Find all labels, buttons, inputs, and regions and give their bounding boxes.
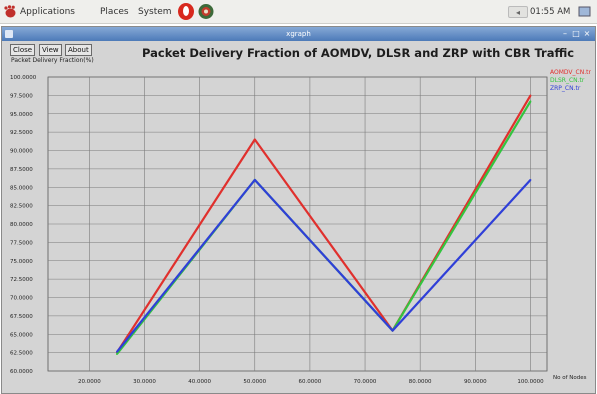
window-title: xgraph [286, 30, 311, 38]
y-tick-label: 65.0000 [10, 332, 33, 338]
foot-icon[interactable] [3, 5, 18, 18]
y-tick-label: 67.5000 [10, 314, 33, 320]
data-point [529, 100, 532, 103]
view-button[interactable]: View [39, 44, 62, 56]
close-button[interactable]: Close [10, 44, 36, 56]
x-tick-label: 100.0000 [517, 379, 544, 385]
data-point [253, 138, 256, 141]
x-tick-label: 50.0000 [243, 379, 266, 385]
x-tick-label: 80.0000 [409, 379, 432, 385]
series-line-dlsr-cn-tr [116, 100, 532, 355]
series-line-zrp-cn-tr [116, 178, 532, 353]
x-tick-label: 30.0000 [133, 379, 156, 385]
x-tick-label: 40.0000 [188, 379, 211, 385]
x-tick-label: 20.0000 [78, 379, 101, 385]
y-tick-label: 70.0000 [10, 296, 33, 302]
y-tick-label: 77.5000 [10, 240, 33, 246]
y-tick-label: 90.0000 [10, 149, 33, 155]
axis-labels: 60.0000 62.5000 65.0000 67.5000 70.0000 72.50… [10, 75, 587, 385]
clock[interactable]: 01:55 AM [530, 7, 571, 17]
about-button[interactable]: About [65, 44, 92, 56]
plot-area: 60.0000 62.5000 65.0000 67.5000 70.0000 72.50… [10, 69, 591, 385]
series-lines [115, 94, 532, 355]
notification-area-icon[interactable]: ◂ [508, 6, 528, 18]
y-tick-label: 62.5000 [10, 351, 33, 357]
chart-title: Packet Delivery Fraction of AOMDV, DLSR … [142, 46, 575, 60]
series-line-aomdv-cn-tr [115, 94, 532, 354]
data-point [253, 179, 256, 181]
system-menu[interactable]: System [138, 7, 172, 17]
legend-entry: AOMDV_CN.tr [550, 69, 591, 76]
places-menu[interactable]: Places [100, 7, 129, 17]
data-point [116, 353, 118, 355]
y-tick-label: 72.5000 [10, 277, 33, 283]
data-point [391, 329, 394, 332]
data-point [529, 179, 532, 181]
y-tick-label: 95.0000 [10, 112, 33, 118]
y-tick-label: 87.5000 [10, 167, 33, 173]
show-desktop-icon[interactable] [578, 5, 591, 18]
y-tick-label: 60.0000 [10, 369, 33, 375]
top-panel: Applications Places System ◂ 01:55 AM [0, 0, 597, 24]
y-axis-title: Packet Delivery Fraction(%) [11, 57, 94, 64]
y-tick-label: 100.0000 [10, 75, 37, 81]
close-window-button[interactable]: × [583, 29, 591, 38]
maximize-button[interactable]: □ [572, 29, 580, 38]
y-tick-label: 92.5000 [10, 130, 33, 136]
mail-launcher-icon[interactable] [198, 3, 214, 20]
y-tick-label: 85.0000 [10, 185, 33, 191]
legend-entry: DLSR_CN.tr [550, 77, 585, 84]
browser-launcher-icon[interactable] [178, 3, 194, 20]
minimize-button[interactable]: – [563, 29, 567, 38]
data-point [116, 350, 118, 353]
xgraph-window: xgraph – □ × Close View About Packet Del… [1, 26, 596, 394]
legend-entry: ZRP_CN.tr [550, 85, 581, 92]
data-point [529, 94, 532, 97]
y-tick-label: 80.0000 [10, 222, 33, 228]
x-tick-label: 70.0000 [354, 379, 377, 385]
y-tick-label: 75.0000 [10, 259, 33, 265]
x-tick-label: 60.0000 [299, 379, 322, 385]
y-tick-label: 82.5000 [10, 204, 33, 210]
window-titlebar[interactable]: xgraph – □ × [2, 27, 595, 41]
y-tick-label: 97.5000 [10, 93, 33, 99]
grid [47, 76, 548, 372]
applications-menu[interactable]: Applications [20, 7, 75, 17]
window-menu-icon[interactable] [5, 30, 13, 38]
x-tick-label: 90.0000 [464, 379, 487, 385]
x-axis-title: No of Nodes [553, 375, 587, 381]
